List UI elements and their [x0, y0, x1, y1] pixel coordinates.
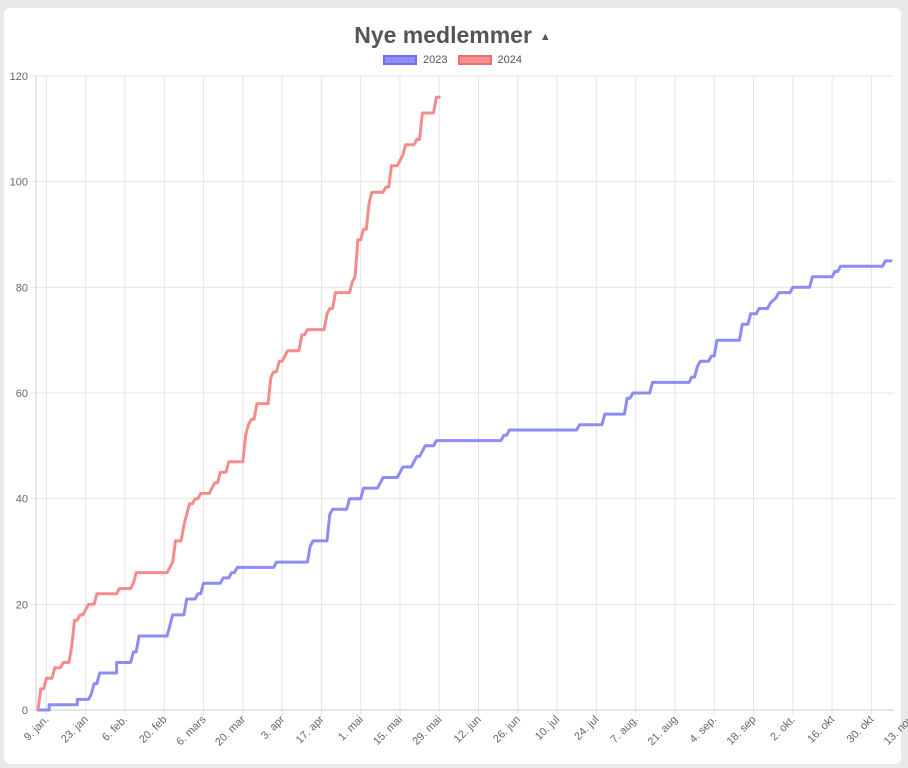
- x-tick-label: 6. mars: [174, 713, 209, 748]
- y-tick-label: 20: [16, 599, 28, 611]
- x-tick-label: 15. mai: [371, 714, 405, 748]
- x-tick-label: 20. mar: [213, 713, 248, 748]
- x-tick-label: 24. jul: [572, 714, 601, 743]
- x-tick-label: 17. apr: [294, 713, 327, 746]
- x-tick-label: 21. aug: [646, 714, 680, 748]
- x-tick-label: 6. feb.: [100, 714, 130, 744]
- chart-card: Nye medlemmer ▲ 2023 2024: [4, 8, 901, 764]
- series-line-2023: [36, 259, 893, 712]
- x-tick-label: 29. mai: [410, 714, 444, 748]
- x-tick-label: 4. sep.: [688, 714, 720, 746]
- x-tick-label: 20. feb: [137, 714, 169, 746]
- x-tick-label: 2. okt.: [768, 714, 798, 744]
- legend-item-2024[interactable]: 2024: [457, 54, 522, 66]
- legend-label-2024: 2024: [497, 54, 522, 66]
- legend-swatch-2024: [457, 55, 492, 65]
- y-tick-label: 60: [16, 388, 28, 400]
- x-tick-label: 10. jul: [533, 714, 562, 743]
- x-tick-label: 13. nov: [882, 713, 908, 747]
- x-tick-label: 26. jun: [491, 714, 523, 746]
- y-tick-label: 100: [10, 177, 28, 189]
- legend-swatch-2023: [383, 55, 418, 65]
- x-tick-label: 16. okt: [805, 714, 837, 746]
- x-tick-label: 3. apr: [259, 713, 288, 742]
- y-tick-label: 0: [22, 705, 28, 717]
- x-tick-label: 7. aug.: [609, 714, 641, 746]
- chart-title-row[interactable]: Nye medlemmer ▲: [4, 22, 901, 49]
- x-tick-label: 12. jun: [452, 714, 484, 746]
- chart-title: Nye medlemmer: [354, 22, 532, 48]
- x-tick-label: 9. jan.: [22, 714, 52, 744]
- legend-item-2023[interactable]: 2023: [383, 54, 448, 66]
- x-tick-label: 23. jan: [59, 714, 91, 746]
- chart-legend: 2023 2024: [4, 54, 901, 66]
- y-tick-label: 80: [16, 282, 28, 294]
- caret-up-icon[interactable]: ▲: [539, 30, 551, 43]
- x-tick-label: 1. mai: [336, 714, 366, 744]
- legend-label-2023: 2023: [423, 54, 448, 66]
- series-line-2024: [36, 95, 441, 712]
- y-tick-label: 40: [16, 494, 28, 506]
- x-tick-label: 30. okt: [845, 714, 877, 746]
- y-tick-label: 120: [10, 71, 28, 83]
- x-tick-label: 18. sep: [725, 714, 759, 748]
